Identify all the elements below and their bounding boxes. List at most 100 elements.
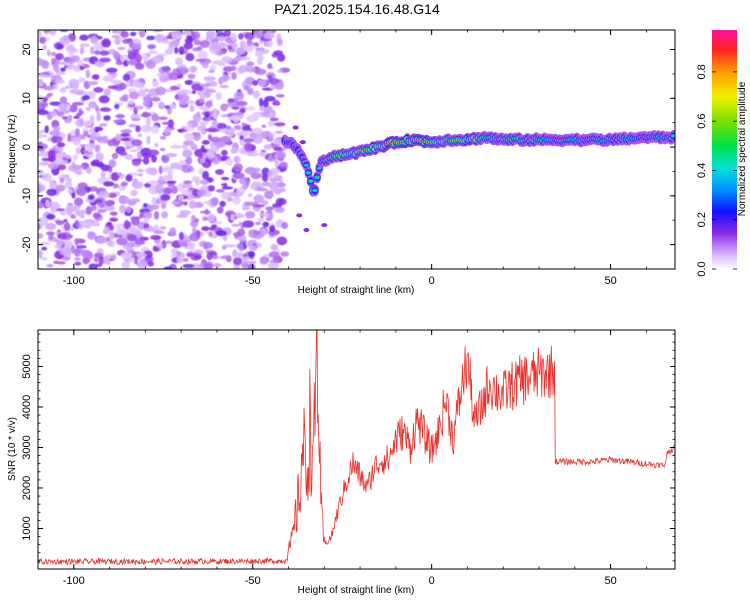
noise-blob [197, 50, 208, 60]
noise-blob [57, 232, 67, 240]
noise-blob [68, 104, 78, 113]
noise-blob [42, 96, 48, 102]
noise-blob [176, 166, 183, 170]
noise-blob [147, 149, 160, 156]
noise-blob [49, 130, 61, 136]
noise-blob [116, 229, 128, 236]
noise-blob [255, 221, 261, 226]
noise-blob [145, 117, 151, 126]
noise-blob [67, 133, 72, 143]
noise-blob [146, 135, 151, 145]
noise-blob [193, 255, 202, 259]
noise-blob [85, 222, 93, 228]
noise-blob [278, 187, 286, 193]
noise-blob [168, 42, 175, 50]
noise-blob [147, 260, 155, 267]
noise-blob [38, 249, 43, 259]
noise-blob [230, 213, 235, 221]
noise-blob [264, 190, 274, 200]
y-tick-label: 20 [21, 43, 33, 55]
noise-blob [205, 128, 216, 132]
noise-blob [38, 82, 44, 87]
noise-blob [91, 74, 100, 80]
noise-blob [45, 199, 50, 207]
noise-blob [82, 120, 93, 127]
noise-blob [278, 178, 283, 183]
noise-blob [174, 46, 179, 54]
noise-blob [93, 87, 104, 93]
noise-blob [164, 240, 174, 245]
noise-blob [90, 160, 97, 167]
noise-blob [250, 172, 262, 180]
noise-blob [272, 138, 284, 145]
noise-blob [135, 53, 142, 63]
noise-blob [267, 62, 273, 69]
noise-blob [193, 201, 204, 208]
noise-blob [231, 250, 239, 259]
noise-blob [246, 87, 254, 96]
noise-blob [112, 30, 117, 34]
noise-blob [47, 150, 56, 159]
noise-blob [129, 198, 141, 203]
noise-blob [146, 35, 156, 41]
noise-blob [208, 69, 215, 74]
noise-blob [247, 45, 254, 53]
noise-blob [182, 201, 188, 206]
noise-blob [133, 255, 139, 265]
noise-blob [38, 73, 49, 78]
noise-blob [51, 57, 56, 65]
noise-blob [128, 100, 135, 105]
noise-blob [67, 57, 75, 64]
noise-blob [115, 133, 121, 142]
noise-blob [276, 38, 283, 46]
noise-blob [230, 114, 240, 121]
noise-blob [246, 114, 258, 123]
noise-blob [70, 137, 82, 142]
ridge-cell [303, 227, 310, 232]
noise-blob [59, 96, 68, 104]
noise-blob [257, 217, 264, 223]
noise-blob [276, 236, 288, 246]
noise-blob [192, 47, 202, 52]
noise-blob [163, 127, 171, 135]
noise-blob [169, 227, 177, 236]
noise-blob [213, 263, 222, 268]
noise-blob [76, 245, 87, 249]
noise-blob [111, 253, 117, 260]
noise-blob [248, 245, 257, 251]
noise-blob [196, 125, 204, 132]
noise-blob [110, 172, 120, 182]
noise-blob [95, 263, 103, 268]
noise-blob [270, 117, 279, 122]
noise-blob [221, 74, 231, 81]
noise-blob [128, 124, 137, 128]
noise-blob [151, 154, 157, 163]
noise-blob [70, 214, 76, 219]
noise-blob [254, 50, 264, 57]
noise-blob [142, 157, 150, 165]
noise-blob [254, 68, 267, 75]
noise-blob [106, 221, 112, 226]
noise-blob [132, 38, 141, 44]
noise-blob [221, 56, 233, 64]
noise-blob [60, 67, 66, 72]
noise-blob [151, 125, 160, 134]
noise-blob [130, 139, 143, 147]
noise-blob [220, 191, 229, 200]
noise-blob [240, 262, 249, 269]
ridge-cell [314, 176, 320, 179]
snr-frame [37, 329, 676, 570]
noise-blob [259, 258, 269, 265]
noise-blob [145, 93, 152, 100]
noise-blob [88, 263, 98, 269]
ridge-cell [316, 167, 322, 170]
noise-blob [236, 243, 244, 250]
noise-blob [272, 99, 280, 106]
noise-blob [183, 180, 193, 185]
noise-blob [159, 135, 167, 140]
noise-blob [204, 191, 212, 197]
noise-blob [94, 50, 101, 55]
noise-blob [155, 184, 165, 193]
noise-blob [63, 222, 71, 231]
noise-blob [151, 113, 160, 122]
